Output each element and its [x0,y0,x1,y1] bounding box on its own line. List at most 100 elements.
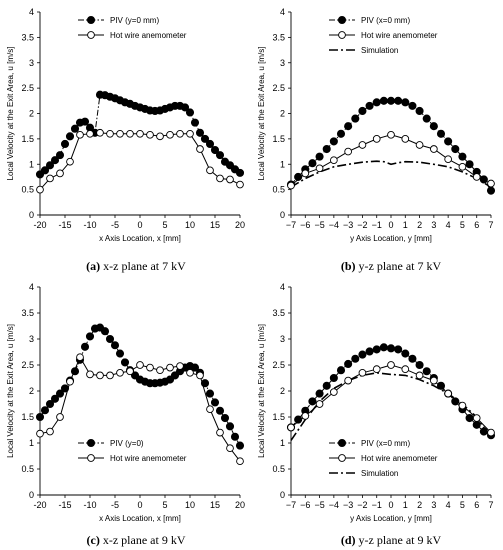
chart-panel-c: 0 0.5 1 1.5 2 2.5 3 3.5 4 -20 -15 -10 -5 0 5 10 15 20 x Ax… [6,282,245,547]
x-tick-label: 1 [403,220,408,230]
legend-label-0: PIV (y=0 mm) [110,16,159,25]
data-point-open [301,412,310,420]
data-point-open [206,166,214,175]
data-point-open [156,366,164,375]
data-point-filled [110,341,120,350]
data-point-open [216,174,224,183]
legend-label-2: Simulation [361,469,398,478]
data-point-open [401,365,410,374]
data-point-open [136,129,144,138]
chart-panel-b: 00.511.522.533.54−7 −6 −5 −4 −3 −2 −1 0 1 2 3 4 5 6 7y… [257,7,496,273]
y-tick-label: 3.5 [21,308,34,318]
data-point-filled [422,114,431,123]
data-point-open [315,400,324,408]
data-point-open [126,367,134,376]
caption-label: (a) [86,259,100,273]
y-tick-label: 2.5 [272,360,285,370]
data-point-filled [55,151,65,160]
data-point-filled [40,406,50,415]
y-tick-label: 0 [29,490,34,500]
x-tick-label: -10 [83,220,96,230]
data-point-open [401,135,410,143]
x-tick-label: −5 [314,500,324,510]
caption-text: y-z plane at 7 kV [356,259,442,273]
data-point-filled [225,422,235,431]
x-tick-label: 15 [210,220,220,230]
data-point-open [430,145,438,153]
data-point-open [166,130,174,139]
data-point-filled [294,172,303,181]
data-point-open [387,130,395,139]
data-point-filled [45,399,55,409]
y-tick-label: 1 [280,159,285,169]
x-tick-label: 5 [460,500,465,510]
y-tick-label: 4 [29,7,34,17]
y-tick-label: 0.5 [272,464,285,474]
y-tick-label: 3.5 [21,32,34,42]
x-tick-label: 7 [488,220,493,230]
data-point-filled [35,412,45,422]
x-axis-label: y Axis Location, y [mm] [350,234,432,243]
x-tick-label: −2 [357,220,367,230]
data-point-open [358,141,367,149]
legend-label-0: PIV (x=0 mm) [361,16,410,25]
data-point-open [156,132,164,141]
x-tick-label: -20 [33,500,46,510]
data-point-filled [408,101,417,110]
legend-marker-0 [337,438,347,448]
data-point-open [56,413,64,421]
y-tick-label: 1.5 [272,412,285,422]
data-point-filled [115,349,125,358]
legend: PIV (y=0) Hot wire anemometer [78,438,187,463]
x-tick-label: 10 [185,500,195,510]
x-tick-label: 20 [235,500,245,510]
data-point-filled [235,441,245,450]
x-tick-label: 2 [417,220,422,230]
legend-marker-0 [86,438,96,448]
series-line-0 [39,327,241,446]
y-tick-label: 3 [280,334,285,344]
x-tick-label: 15 [210,500,220,510]
data-point-filled [230,432,240,441]
caption-text: y-z plane at 9 kV [356,533,442,547]
x-tick-label: 6 [474,220,479,230]
y-tick-label: 2.5 [272,83,285,93]
data-point-open [330,156,338,165]
data-point-open [126,129,134,138]
x-axis-label: x Axis Location, x [mm] [99,234,181,243]
y-tick-label: 0.5 [272,185,285,195]
x-tick-label: −4 [329,220,339,230]
data-point-filled [195,128,205,137]
data-point-filled [465,160,474,169]
data-point-open [372,135,381,143]
y-tick-label: 0.5 [21,185,34,195]
y-tick-label: 1.5 [21,134,34,144]
data-point-open [66,157,74,166]
x-tick-label: 0 [388,500,393,510]
x-tick-label: -15 [58,220,71,230]
data-point-filled [210,145,220,155]
x-tick-label: 20 [235,220,245,230]
legend-marker-1 [338,454,346,462]
data-point-filled [379,343,388,352]
data-point-filled [401,349,410,358]
data-point-open [387,361,395,369]
legend-marker-0 [86,15,96,25]
data-point-filled [436,129,446,138]
caption-label: (c) [87,533,100,547]
caption-label: (d) [341,533,356,547]
series-line-1 [290,364,492,433]
data-point-filled [50,394,60,403]
legend-marker-1 [87,454,95,462]
data-point-filled [205,139,215,148]
x-tick-label: 10 [185,220,195,230]
data-point-filled [120,358,130,367]
x-tick-label: 5 [162,500,167,510]
data-point-open [236,180,244,189]
data-point-open [196,371,204,380]
data-point-open [36,185,44,194]
data-point-open [96,128,104,137]
data-point-filled [200,134,210,143]
data-point-filled [315,152,324,161]
